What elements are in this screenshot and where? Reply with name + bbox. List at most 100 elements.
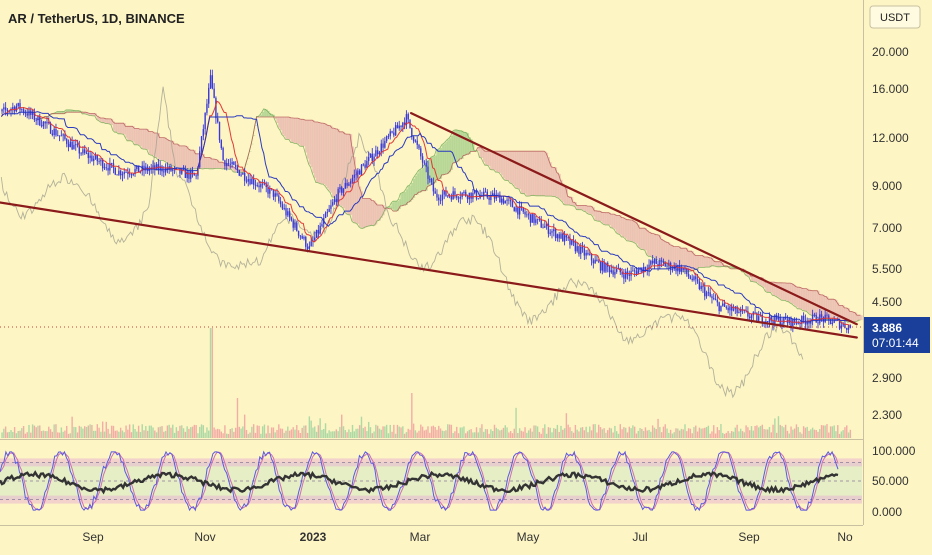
currency-button-frame[interactable]	[869, 5, 921, 29]
candle-body	[826, 314, 828, 316]
candle-body	[601, 261, 604, 271]
candle-body	[666, 265, 668, 267]
candle-body	[179, 167, 181, 174]
cloud-slice	[628, 219, 631, 241]
candle-body	[445, 190, 447, 197]
cloud-slice	[393, 201, 396, 212]
volume-bar	[112, 425, 115, 438]
volume-bar	[206, 427, 208, 438]
candle-body	[594, 259, 596, 264]
volume-bar	[418, 430, 420, 438]
candle-body	[840, 325, 843, 329]
candle-body	[385, 136, 388, 142]
volume-bar	[497, 429, 499, 438]
volume-bar	[797, 427, 799, 438]
candle-body	[500, 198, 503, 203]
cloud-slice	[375, 202, 378, 225]
cloud-slice	[206, 157, 209, 169]
volume-bar	[468, 429, 471, 438]
volume-bar	[772, 424, 774, 438]
indicator-axis[interactable]: 100.000 50.000 0.000	[872, 444, 916, 519]
candle-body	[103, 167, 106, 169]
cloud-slice	[127, 126, 130, 141]
candle-body	[279, 201, 282, 205]
candle-body	[544, 226, 546, 228]
candle-body	[743, 310, 746, 312]
candle-body	[351, 177, 354, 182]
cloud-slice	[853, 312, 856, 322]
volume-bar	[687, 428, 690, 438]
candle-body	[483, 191, 485, 196]
volume-bar	[669, 429, 672, 438]
volume-bar	[344, 430, 347, 438]
volume-bar	[75, 427, 77, 438]
cloud-slice	[163, 137, 166, 161]
candle-body	[655, 259, 657, 264]
candle-body	[342, 188, 345, 193]
volume-bar	[513, 428, 515, 438]
currency-button-label[interactable]: USDT	[880, 12, 910, 24]
cloud-slice	[630, 220, 633, 242]
candle-body	[551, 231, 553, 233]
cloud-slice	[332, 128, 335, 197]
volume-bar	[637, 430, 639, 438]
volume-bar	[48, 426, 50, 438]
candle-body	[247, 179, 249, 182]
cloud-slice	[693, 253, 696, 271]
candle-body	[738, 311, 740, 313]
volume-bar	[193, 424, 196, 438]
volume-bar	[713, 425, 715, 438]
candle-body	[382, 143, 384, 148]
cloud-slice	[756, 276, 759, 283]
candle-body	[587, 252, 589, 255]
lagging-span	[0, 86, 804, 399]
candle-body	[441, 194, 444, 201]
volume-bar	[664, 424, 666, 438]
currency-button[interactable]: USDT	[869, 5, 921, 29]
cloud-slice	[326, 124, 329, 189]
cloud-slice	[527, 151, 531, 197]
candle-body	[218, 121, 221, 141]
volume-bar	[756, 425, 758, 438]
cloud-slice	[666, 242, 669, 264]
cloud-slice	[315, 122, 319, 183]
time-tick-label: May	[517, 530, 540, 544]
volume-bar	[396, 424, 399, 438]
volume-bar	[148, 425, 151, 438]
candle-body	[191, 170, 194, 174]
candle-body	[238, 170, 240, 176]
candle-body	[132, 173, 134, 175]
cloud-slice	[817, 290, 820, 318]
cloud-slice	[412, 178, 416, 198]
candle-body	[508, 199, 510, 201]
candle-body	[93, 158, 95, 161]
oversold-band	[0, 495, 862, 504]
volume-bar	[826, 424, 828, 438]
candle-body	[497, 194, 499, 196]
price-axis[interactable]: 20.000 16.000 12.000 9.000 7.000 5.500 4…	[872, 45, 909, 422]
volume-bar	[632, 425, 634, 438]
volume-bar	[517, 433, 519, 438]
volume-bar	[310, 420, 312, 438]
cloud-slice	[350, 134, 353, 215]
volume-bar	[804, 427, 807, 438]
rsi-line	[0, 470, 839, 495]
candle-body	[801, 315, 803, 325]
cloud-slice	[89, 113, 92, 116]
time-axis[interactable]: Sep Nov 2023 Mar May Jul Sep No	[82, 530, 853, 544]
candle-body	[495, 194, 497, 199]
cloud-slice	[429, 159, 432, 186]
volume-bar	[673, 432, 675, 438]
candle-body	[585, 252, 587, 256]
candle-body	[91, 155, 93, 161]
volume-bar	[551, 432, 553, 438]
volume-bar	[529, 428, 532, 438]
cloud-slice	[483, 149, 486, 162]
cloud-slice	[463, 132, 466, 156]
volume-bar	[137, 425, 140, 438]
candle-body	[378, 152, 381, 155]
candle-body	[305, 236, 307, 247]
candle-body	[387, 136, 390, 138]
cloud-slice	[556, 172, 559, 198]
candle-body	[339, 187, 341, 189]
